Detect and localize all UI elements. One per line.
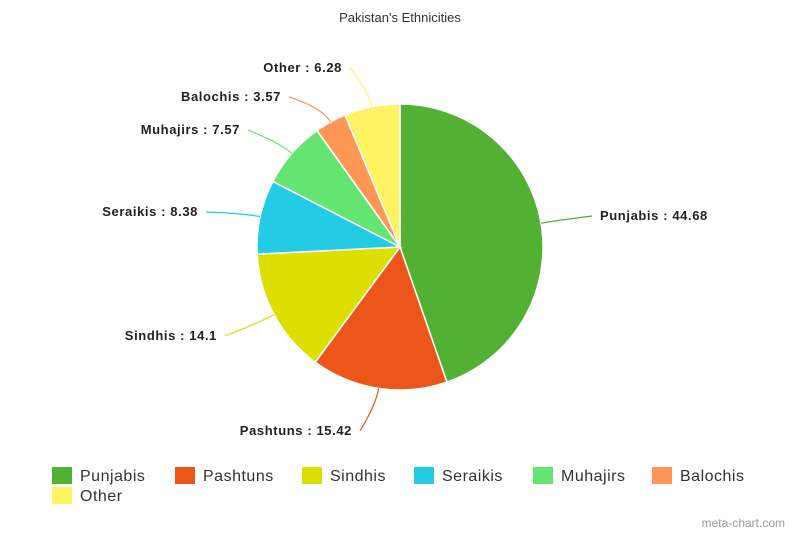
pie-slice-punjabis[interactable] — [399, 103, 544, 384]
credit-text: meta-chart.com — [702, 516, 785, 530]
legend-item-muhajirs[interactable]: Muhajirs — [533, 467, 625, 485]
legend-label-sindhis: Sindhis — [330, 468, 386, 485]
slice-label-muhajirs: Muhajirs : 7.57 — [141, 122, 240, 137]
legend-swatch-punjabis — [52, 467, 72, 484]
legend: Punjabis Pashtuns Sindhis Seraikis Muhajirs B… — [52, 467, 744, 505]
slice-label-sindhis: Sindhis : 14.1 — [125, 328, 217, 343]
label-connector-other — [349, 67, 373, 107]
slice-label-pashtuns: Pashtuns : 15.42 — [240, 423, 352, 438]
slice-label-balochis: Balochis : 3.57 — [181, 89, 281, 104]
legend-item-other[interactable]: Other — [52, 487, 123, 505]
pie-slice-pashtuns[interactable] — [314, 245, 448, 391]
label-connector-muhajirs — [247, 129, 293, 154]
label-connector-pashtuns — [359, 388, 380, 432]
legend-label-pashtuns: Pashtuns — [203, 468, 274, 485]
label-connectors — [205, 67, 593, 432]
legend-swatch-pashtuns — [175, 467, 195, 484]
label-connector-sindhis — [224, 314, 275, 337]
pie-slice-sindhis[interactable] — [256, 246, 402, 364]
slice-label-punjabis: Punjabis : 44.68 — [600, 208, 708, 223]
slice-label-seraikis: Seraikis : 8.38 — [102, 204, 198, 219]
legend-swatch-seraikis — [414, 467, 434, 484]
slice-label-other: Other : 6.28 — [263, 60, 342, 75]
legend-item-balochis[interactable]: Balochis — [652, 467, 744, 485]
chart-title: Pakistan's Ethnicities — [339, 10, 461, 25]
label-connector-seraikis — [205, 211, 261, 218]
legend-label-muhajirs: Muhajirs — [561, 468, 625, 485]
legend-label-other: Other — [80, 488, 123, 505]
legend-item-sindhis[interactable]: Sindhis — [302, 467, 386, 485]
legend-item-seraikis[interactable]: Seraikis — [414, 467, 503, 485]
legend-label-punjabis: Punjabis — [80, 468, 145, 485]
legend-label-balochis: Balochis — [680, 468, 744, 485]
legend-item-pashtuns[interactable]: Pashtuns — [175, 467, 274, 485]
legend-swatch-muhajirs — [533, 467, 553, 484]
legend-label-seraikis: Seraikis — [442, 468, 503, 485]
legend-swatch-balochis — [652, 467, 672, 484]
legend-swatch-other — [52, 487, 72, 504]
label-connector-balochis — [288, 96, 332, 123]
legend-item-punjabis[interactable]: Punjabis — [52, 467, 145, 485]
label-connector-punjabis — [540, 215, 593, 224]
pie-slices — [256, 103, 544, 391]
legend-swatch-sindhis — [302, 467, 322, 484]
slice-labels: Punjabis : 44.68 Pashtuns : 15.42 Sindhis … — [102, 60, 708, 438]
